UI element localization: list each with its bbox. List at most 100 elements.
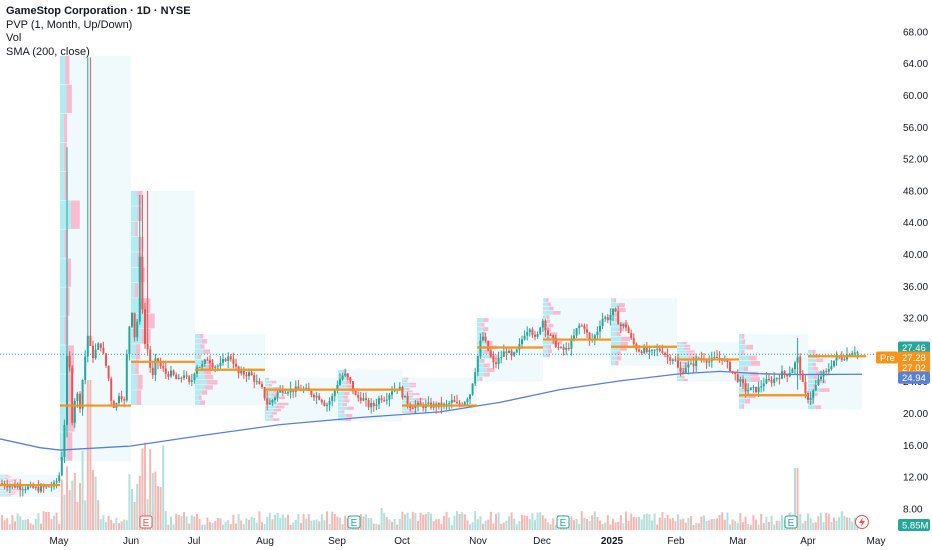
volume-bar — [799, 513, 802, 530]
profile-bar-up — [808, 366, 814, 371]
profile-bar-up — [677, 378, 684, 382]
candle-body — [68, 355, 71, 368]
profile-bar-down — [404, 380, 408, 383]
indicator-vol[interactable]: Vol — [6, 32, 22, 44]
volume-bar — [1, 514, 3, 530]
volume-bar — [814, 522, 817, 530]
candle-body — [190, 380, 193, 382]
candle-body — [185, 375, 188, 377]
volume-bar — [419, 512, 422, 530]
profile-bar-up — [195, 349, 204, 354]
profile-bar-up — [131, 267, 139, 283]
volume-bar — [362, 516, 365, 530]
candle-body — [362, 398, 365, 401]
profile-bar-up — [611, 303, 619, 308]
volume-bar — [482, 523, 484, 530]
y-tick-label: 32.00 — [903, 314, 928, 325]
candle-body — [89, 335, 92, 346]
profile-bar-down — [277, 402, 289, 406]
profile-bar-down — [546, 298, 549, 302]
profile-bar-down — [406, 387, 410, 390]
volume-bar — [110, 519, 113, 530]
profile-bar-up — [808, 383, 813, 388]
profile-bar-up — [0, 482, 12, 484]
candle-body — [313, 394, 315, 398]
volume-bar — [320, 514, 323, 530]
candle-body — [562, 347, 565, 350]
candle-body — [162, 366, 165, 369]
candle-body — [183, 375, 185, 378]
profile-bar-down — [409, 382, 416, 385]
volume-bar — [770, 515, 773, 530]
volume-bar — [450, 524, 453, 530]
earnings-badge-box — [347, 515, 361, 529]
profile-bar-up — [808, 349, 813, 354]
volume-bar — [331, 511, 334, 530]
volume-bar — [206, 517, 209, 530]
profile-bar-down — [484, 349, 491, 354]
candle-body — [287, 392, 289, 394]
profile-bar-up — [477, 336, 482, 341]
candle-body — [487, 340, 490, 351]
y-tick-label: 36.00 — [903, 282, 928, 293]
profile-bar-down — [546, 319, 551, 324]
earnings-marker: E — [347, 515, 361, 529]
candle-body — [679, 367, 682, 373]
symbol-title[interactable]: GameStop Corporation · 1D · NYSE — [6, 5, 191, 17]
volume-bar — [739, 513, 742, 530]
candle-body — [560, 347, 562, 349]
volume-bar — [521, 514, 523, 530]
candle-body — [154, 358, 157, 376]
price-label: 5.85M — [902, 521, 928, 532]
indicator-pvp[interactable]: PVP (1, Month, Up/Down) — [6, 18, 133, 31]
profile-bar-up — [60, 171, 65, 200]
candle-body — [734, 371, 737, 375]
candle-body — [601, 318, 604, 326]
profile-bar-down — [198, 395, 202, 400]
volume-bar — [830, 521, 833, 530]
profile-bar-down — [407, 390, 413, 393]
profile-bar-down — [615, 360, 619, 366]
profile-bar-up — [338, 384, 347, 388]
profile-bar-down — [11, 482, 22, 484]
profile-bar-up — [195, 385, 205, 390]
profile-bar-down — [481, 331, 486, 336]
volume-bar — [315, 519, 318, 530]
indicator-sma[interactable]: SMA (200, close) — [6, 45, 90, 58]
volume-bar — [536, 512, 539, 530]
candle-body — [276, 392, 279, 398]
volume-bar — [531, 512, 534, 530]
volume-bar — [489, 511, 492, 530]
volume-bar — [502, 522, 505, 530]
profile-bar-down — [411, 393, 420, 396]
volume-bar — [757, 524, 760, 530]
volume-bar — [151, 472, 154, 530]
profile-bar-down — [815, 371, 823, 375]
profile-bar-down — [614, 312, 618, 317]
volume-bar — [768, 521, 770, 530]
profile-bar-down — [680, 373, 684, 376]
x-tick-label: May — [867, 536, 886, 547]
candle-body — [32, 484, 35, 488]
candle-body — [354, 391, 357, 396]
volume-bar — [461, 512, 464, 530]
candle-body — [609, 315, 612, 321]
profile-bar-up — [677, 353, 688, 356]
volume-bar — [185, 516, 188, 530]
profile-bar-up — [611, 298, 614, 303]
volume-bar — [66, 466, 68, 530]
profile-bar-down — [273, 387, 280, 390]
profile-bar-down — [6, 481, 13, 483]
candle-body — [344, 373, 347, 376]
profile-bar-down — [616, 351, 621, 356]
volume-bar — [744, 516, 747, 530]
volume-bar — [128, 474, 131, 530]
earnings-badge-label: E — [560, 518, 567, 529]
volume-bar — [21, 519, 24, 530]
profile-bar-down — [273, 390, 280, 393]
profile-bar-down — [741, 334, 745, 339]
candle-body — [232, 359, 235, 364]
volume-bar — [528, 519, 531, 530]
profile-bar-up — [60, 374, 67, 403]
